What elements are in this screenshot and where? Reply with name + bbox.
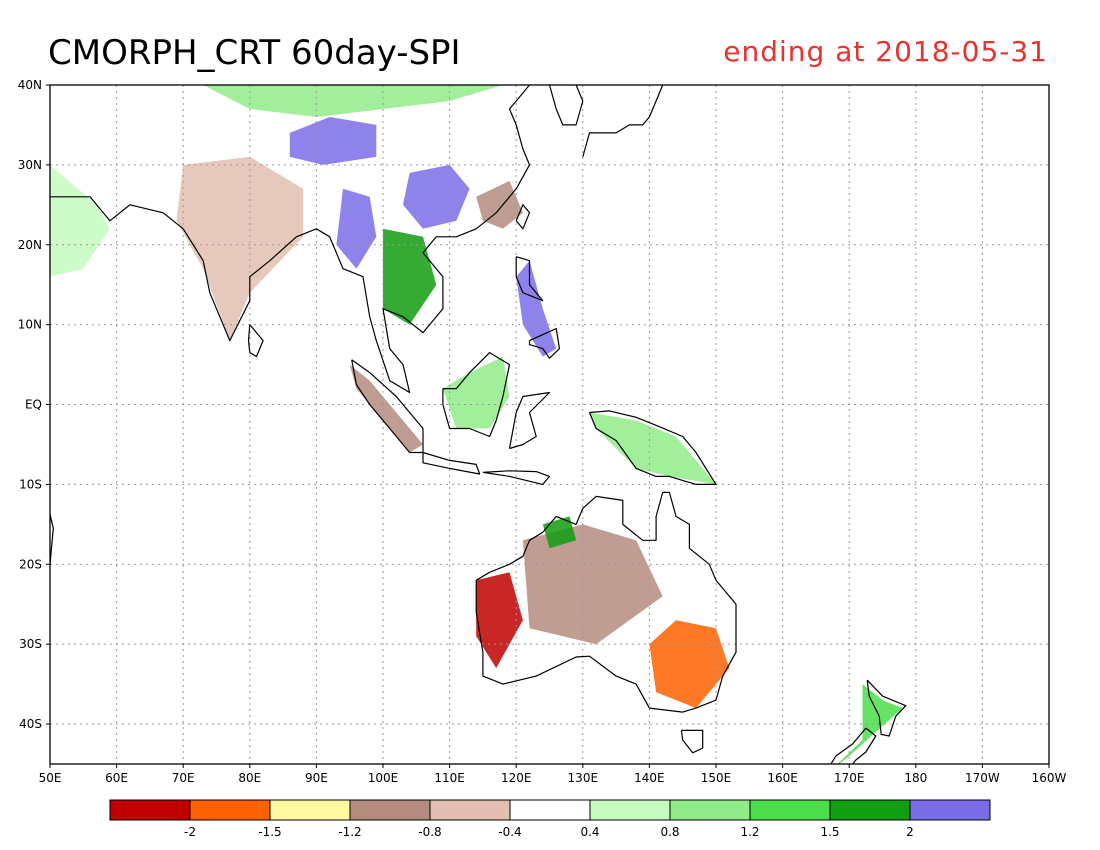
colorbar-swatch — [429, 799, 511, 821]
coastline-borneo — [442, 352, 511, 438]
spi-region-arabia — [50, 164, 110, 277]
colorbar-swatch — [909, 799, 991, 821]
lat-tick-label: 10N — [18, 318, 42, 332]
coastline-madagascar — [50, 511, 54, 609]
lat-tick-label: 30S — [19, 637, 42, 651]
coastline-new-zealand-north — [866, 679, 907, 737]
coastline-japan — [582, 85, 664, 158]
latitude-tick-labels: 40N 30N 20N 10N EQ 10S 20S 30S 40S — [18, 78, 50, 731]
map-area — [50, 85, 1049, 764]
colorbar-swatch — [829, 799, 911, 821]
coastline-tasmania — [680, 729, 704, 754]
lon-tick-label: 100E — [368, 771, 399, 785]
spi-region-new-zealand — [837, 684, 903, 764]
spi-region-se-china-dry — [476, 180, 523, 229]
lon-tick-label: 160E — [767, 771, 798, 785]
colorbar-label: 1.5 — [820, 825, 839, 839]
colorbar-swatch — [269, 799, 351, 821]
lon-tick-label: 130E — [568, 771, 599, 785]
coastline-lesser-sunda — [482, 470, 551, 485]
lat-tick-label: 20S — [19, 557, 42, 571]
coastline-sri-lanka — [247, 324, 264, 358]
lon-tick-label: 170E — [834, 771, 865, 785]
lat-tick-label: 20N — [18, 238, 42, 252]
coastline-sumatra — [351, 359, 424, 454]
colorbar-label: -0.8 — [418, 825, 441, 839]
colorbar-swatch — [109, 799, 191, 821]
lon-tick-label: 50E — [39, 771, 62, 785]
lat-tick-label: 10S — [19, 477, 42, 491]
spi-region-australia-central — [522, 524, 663, 645]
coastline-taiwan — [515, 204, 531, 230]
lon-tick-label: 160W — [1032, 771, 1067, 785]
lat-tick-label: 40S — [19, 717, 42, 731]
lat-tick-label: 40N — [18, 78, 42, 92]
colorbar-label: -0.4 — [498, 825, 521, 839]
spi-region-india — [176, 156, 304, 341]
longitude-tick-labels: 50E 60E 70E 80E 90E 100E 110E 120E 130E 140E 150E 1… — [39, 764, 1067, 785]
coastline-sulawesi — [508, 391, 551, 450]
colorbar-label: 0.8 — [660, 825, 679, 839]
coastline-new-guinea — [588, 410, 717, 485]
lon-tick-label: 80E — [238, 771, 261, 785]
coastline-java — [422, 451, 481, 475]
colorbar-swatch — [509, 799, 591, 821]
lon-tick-label: 180 — [904, 771, 927, 785]
spi-region-tibet-plateau — [289, 117, 377, 165]
spi-region-new-guinea — [589, 412, 716, 485]
lon-tick-label: 140E — [634, 771, 665, 785]
spi-region-fills — [50, 85, 903, 764]
coastline-korea — [548, 85, 584, 126]
spi-region-australia-nw-wet — [542, 516, 577, 549]
colorbar-label: -1.5 — [258, 825, 281, 839]
colorbar-swatch — [589, 799, 671, 821]
colorbar: -2 -1.5 -1.2 -0.8 -0.4 0.4 0.8 1.2 1.5 2 — [109, 799, 991, 839]
lat-tick-label: 30N — [18, 158, 42, 172]
spi-region-china-north — [203, 85, 503, 117]
coastlines — [50, 85, 907, 764]
spi-region-sumatra — [349, 364, 423, 453]
coastline-new-zealand-south — [830, 727, 877, 764]
coastline-philippines-mindanao — [528, 328, 561, 359]
colorbar-label: -1.2 — [338, 825, 361, 839]
coastline-australia — [475, 491, 737, 713]
lon-tick-label: 110E — [434, 771, 465, 785]
colorbar-swatch — [189, 799, 271, 821]
coastline-philippines-luzon — [515, 256, 544, 302]
colorbar-swatch — [349, 799, 431, 821]
spi-region-myanmar-wet — [336, 188, 377, 269]
lon-tick-label: 70E — [172, 771, 195, 785]
map-frame — [49, 84, 1050, 765]
lon-tick-label: 60E — [105, 771, 128, 785]
graticule — [50, 85, 1049, 764]
coastline-asia-mainland — [50, 85, 531, 394]
colorbar-label: 1.2 — [740, 825, 759, 839]
lat-tick-label: EQ — [25, 398, 42, 412]
map-subtitle: ending at 2018-05-31 — [723, 35, 1048, 68]
map-title: CMORPH_CRT 60day-SPI — [48, 33, 461, 73]
lon-tick-label: 120E — [501, 771, 532, 785]
colorbar-label: 2 — [906, 825, 914, 839]
spi-region-borneo — [442, 356, 510, 429]
spi-region-australia-west-dry — [476, 572, 523, 669]
colorbar-label: -2 — [184, 825, 196, 839]
colorbar-swatch — [749, 799, 831, 821]
spi-region-australia-east-dry — [649, 620, 730, 709]
lon-tick-label: 150E — [701, 771, 732, 785]
lon-tick-label: 90E — [305, 771, 328, 785]
spi-region-south-china — [403, 164, 470, 229]
colorbar-swatch — [669, 799, 751, 821]
lon-tick-label: 170W — [965, 771, 1000, 785]
colorbar-label: 0.4 — [580, 825, 599, 839]
